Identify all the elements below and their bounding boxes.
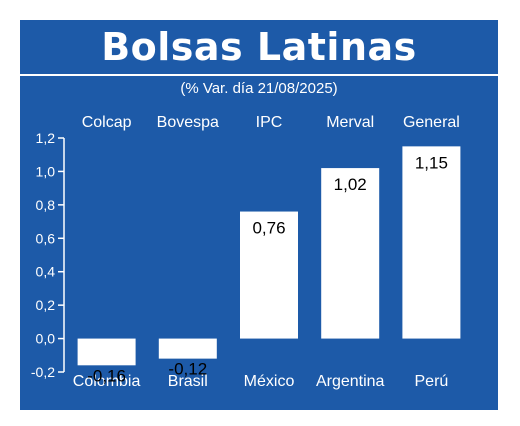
- index-name-label: General: [403, 114, 460, 131]
- y-tick-label: -0,2: [31, 364, 55, 380]
- bar: [158, 338, 217, 359]
- x-tick-label: Perú: [415, 373, 449, 390]
- x-tick-label: Brasil: [168, 373, 208, 390]
- title-band: Bolsas Latinas: [20, 20, 498, 76]
- chart-subtitle: (% Var. día 21/08/2025): [180, 80, 338, 97]
- bar: [321, 168, 380, 339]
- x-tick-label: México: [244, 373, 295, 390]
- index-name-label: IPC: [256, 114, 283, 131]
- x-tick-label: Colombia: [73, 373, 141, 390]
- data-label: -0,12: [168, 360, 207, 379]
- y-tick-label: 0,0: [36, 331, 56, 347]
- x-tick-label: Argentina: [316, 373, 385, 390]
- y-tick-label: 0,6: [36, 230, 56, 246]
- y-tick-label: 1,2: [36, 130, 56, 146]
- index-name-label: Colcap: [82, 114, 132, 131]
- y-tick-label: 1,0: [36, 163, 56, 179]
- data-label: 1,15: [415, 153, 448, 172]
- bar: [77, 338, 136, 366]
- chart-title: Bolsas Latinas: [101, 25, 417, 69]
- y-tick-label: 0,2: [36, 297, 56, 313]
- bar: [402, 146, 461, 339]
- data-label: -0,16: [87, 366, 126, 385]
- index-name-label: Bovespa: [157, 114, 219, 131]
- data-label: 1,02: [334, 175, 367, 194]
- y-tick-label: 0,8: [36, 197, 56, 213]
- index-name-label: Merval: [326, 114, 374, 131]
- data-label: 0,76: [252, 219, 285, 238]
- bar: [240, 211, 298, 339]
- y-tick-label: 0,4: [36, 264, 56, 280]
